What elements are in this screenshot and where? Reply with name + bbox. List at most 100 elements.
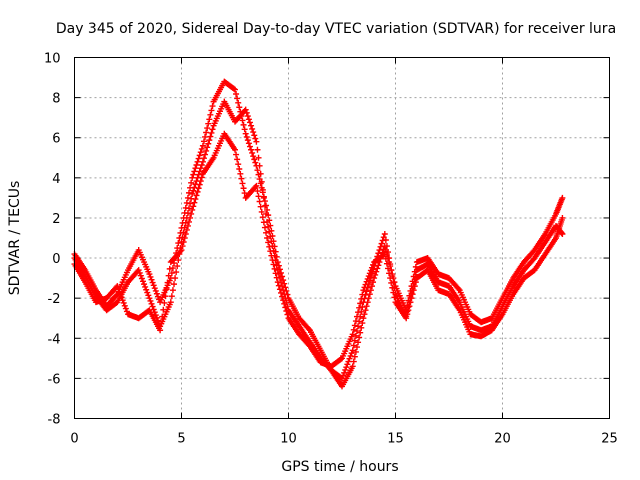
data-point: [166, 265, 173, 272]
data-point: [236, 104, 243, 111]
data-point: [194, 158, 201, 165]
data-point: [258, 208, 265, 215]
data-point: [343, 364, 350, 371]
data-point: [236, 166, 243, 173]
data-point: [192, 196, 199, 203]
data-point: [265, 239, 272, 246]
data-point: [191, 199, 198, 206]
data-point: [206, 116, 213, 123]
x-tick-label: 0: [70, 432, 78, 447]
data-point: [199, 142, 206, 149]
data-point: [246, 143, 253, 150]
data-point: [410, 287, 417, 294]
data-point: [147, 297, 154, 304]
data-point: [191, 184, 198, 191]
data-point: [357, 300, 364, 307]
data-point: [559, 230, 566, 237]
data-point: [245, 116, 252, 123]
data-point: [234, 95, 241, 102]
data-point: [361, 311, 368, 318]
data-point: [165, 272, 172, 279]
data-point: [162, 293, 169, 300]
data-point: [197, 178, 204, 185]
data-point: [377, 243, 384, 250]
data-point: [266, 243, 273, 250]
data-point: [251, 156, 258, 163]
data-point: [238, 175, 245, 182]
data-point: [261, 224, 268, 231]
data-point: [242, 106, 249, 113]
data-point: [179, 243, 186, 250]
series-track-c: [71, 130, 566, 370]
data-point: [198, 161, 205, 168]
data-point: [148, 276, 155, 283]
data-point: [187, 200, 194, 207]
x-tick-label: 10: [280, 432, 297, 447]
data-point: [244, 137, 251, 144]
data-point: [253, 138, 260, 145]
data-point: [360, 287, 367, 294]
data-point: [260, 219, 267, 226]
data-point: [146, 295, 153, 302]
data-point: [380, 251, 387, 258]
data-point: [137, 272, 144, 279]
data-point: [120, 299, 127, 306]
data-point: [188, 210, 195, 217]
data-point: [388, 267, 395, 274]
data-point: [242, 130, 249, 137]
data-point: [407, 299, 414, 306]
y-tick-label: -2: [48, 292, 61, 307]
data-point: [184, 222, 191, 229]
data-point: [381, 251, 388, 258]
data-point: [342, 366, 349, 373]
data-point: [272, 270, 279, 277]
data-point: [189, 190, 196, 197]
data-point: [278, 289, 285, 296]
y-axis-label: SDTVAR / TECUs: [7, 181, 23, 296]
data-point: [185, 205, 192, 212]
data-point: [197, 149, 204, 156]
y-tick-label: 6: [52, 132, 60, 147]
data-point: [160, 306, 167, 313]
data-point: [145, 292, 152, 299]
data-point: [241, 190, 248, 197]
data-point: [263, 210, 270, 217]
data-point: [260, 194, 267, 201]
data-point: [181, 235, 188, 241]
data-point: [559, 214, 566, 221]
data-point: [168, 293, 175, 300]
data-point: [559, 194, 566, 201]
data-point: [148, 300, 155, 307]
data-point: [202, 151, 209, 158]
data-point: [270, 261, 277, 268]
data-point: [283, 308, 290, 315]
data-point: [376, 247, 383, 254]
data-point: [349, 331, 356, 338]
data-point: [370, 279, 377, 286]
data-point: [191, 168, 198, 175]
data-point: [386, 270, 393, 277]
data-point: [240, 185, 247, 192]
data-point: [122, 305, 129, 312]
data-point: [259, 186, 266, 193]
data-point: [263, 229, 270, 236]
data-point: [246, 119, 253, 126]
data-point: [370, 261, 377, 268]
data-point: [121, 302, 128, 309]
data-point: [382, 255, 389, 262]
data-point: [305, 326, 312, 333]
data-point: [267, 233, 274, 240]
x-axis-label: GPS time / hours: [281, 459, 398, 475]
x-tick-label: 25: [601, 432, 618, 447]
data-point: [175, 240, 182, 247]
data-point: [207, 111, 214, 118]
data-point: [152, 312, 159, 319]
data-point: [358, 324, 365, 331]
data-point: [119, 297, 126, 304]
data-point: [284, 311, 291, 318]
data-point: [259, 214, 266, 221]
data-point: [164, 279, 171, 286]
data-point: [177, 248, 184, 255]
data-point: [233, 151, 240, 158]
